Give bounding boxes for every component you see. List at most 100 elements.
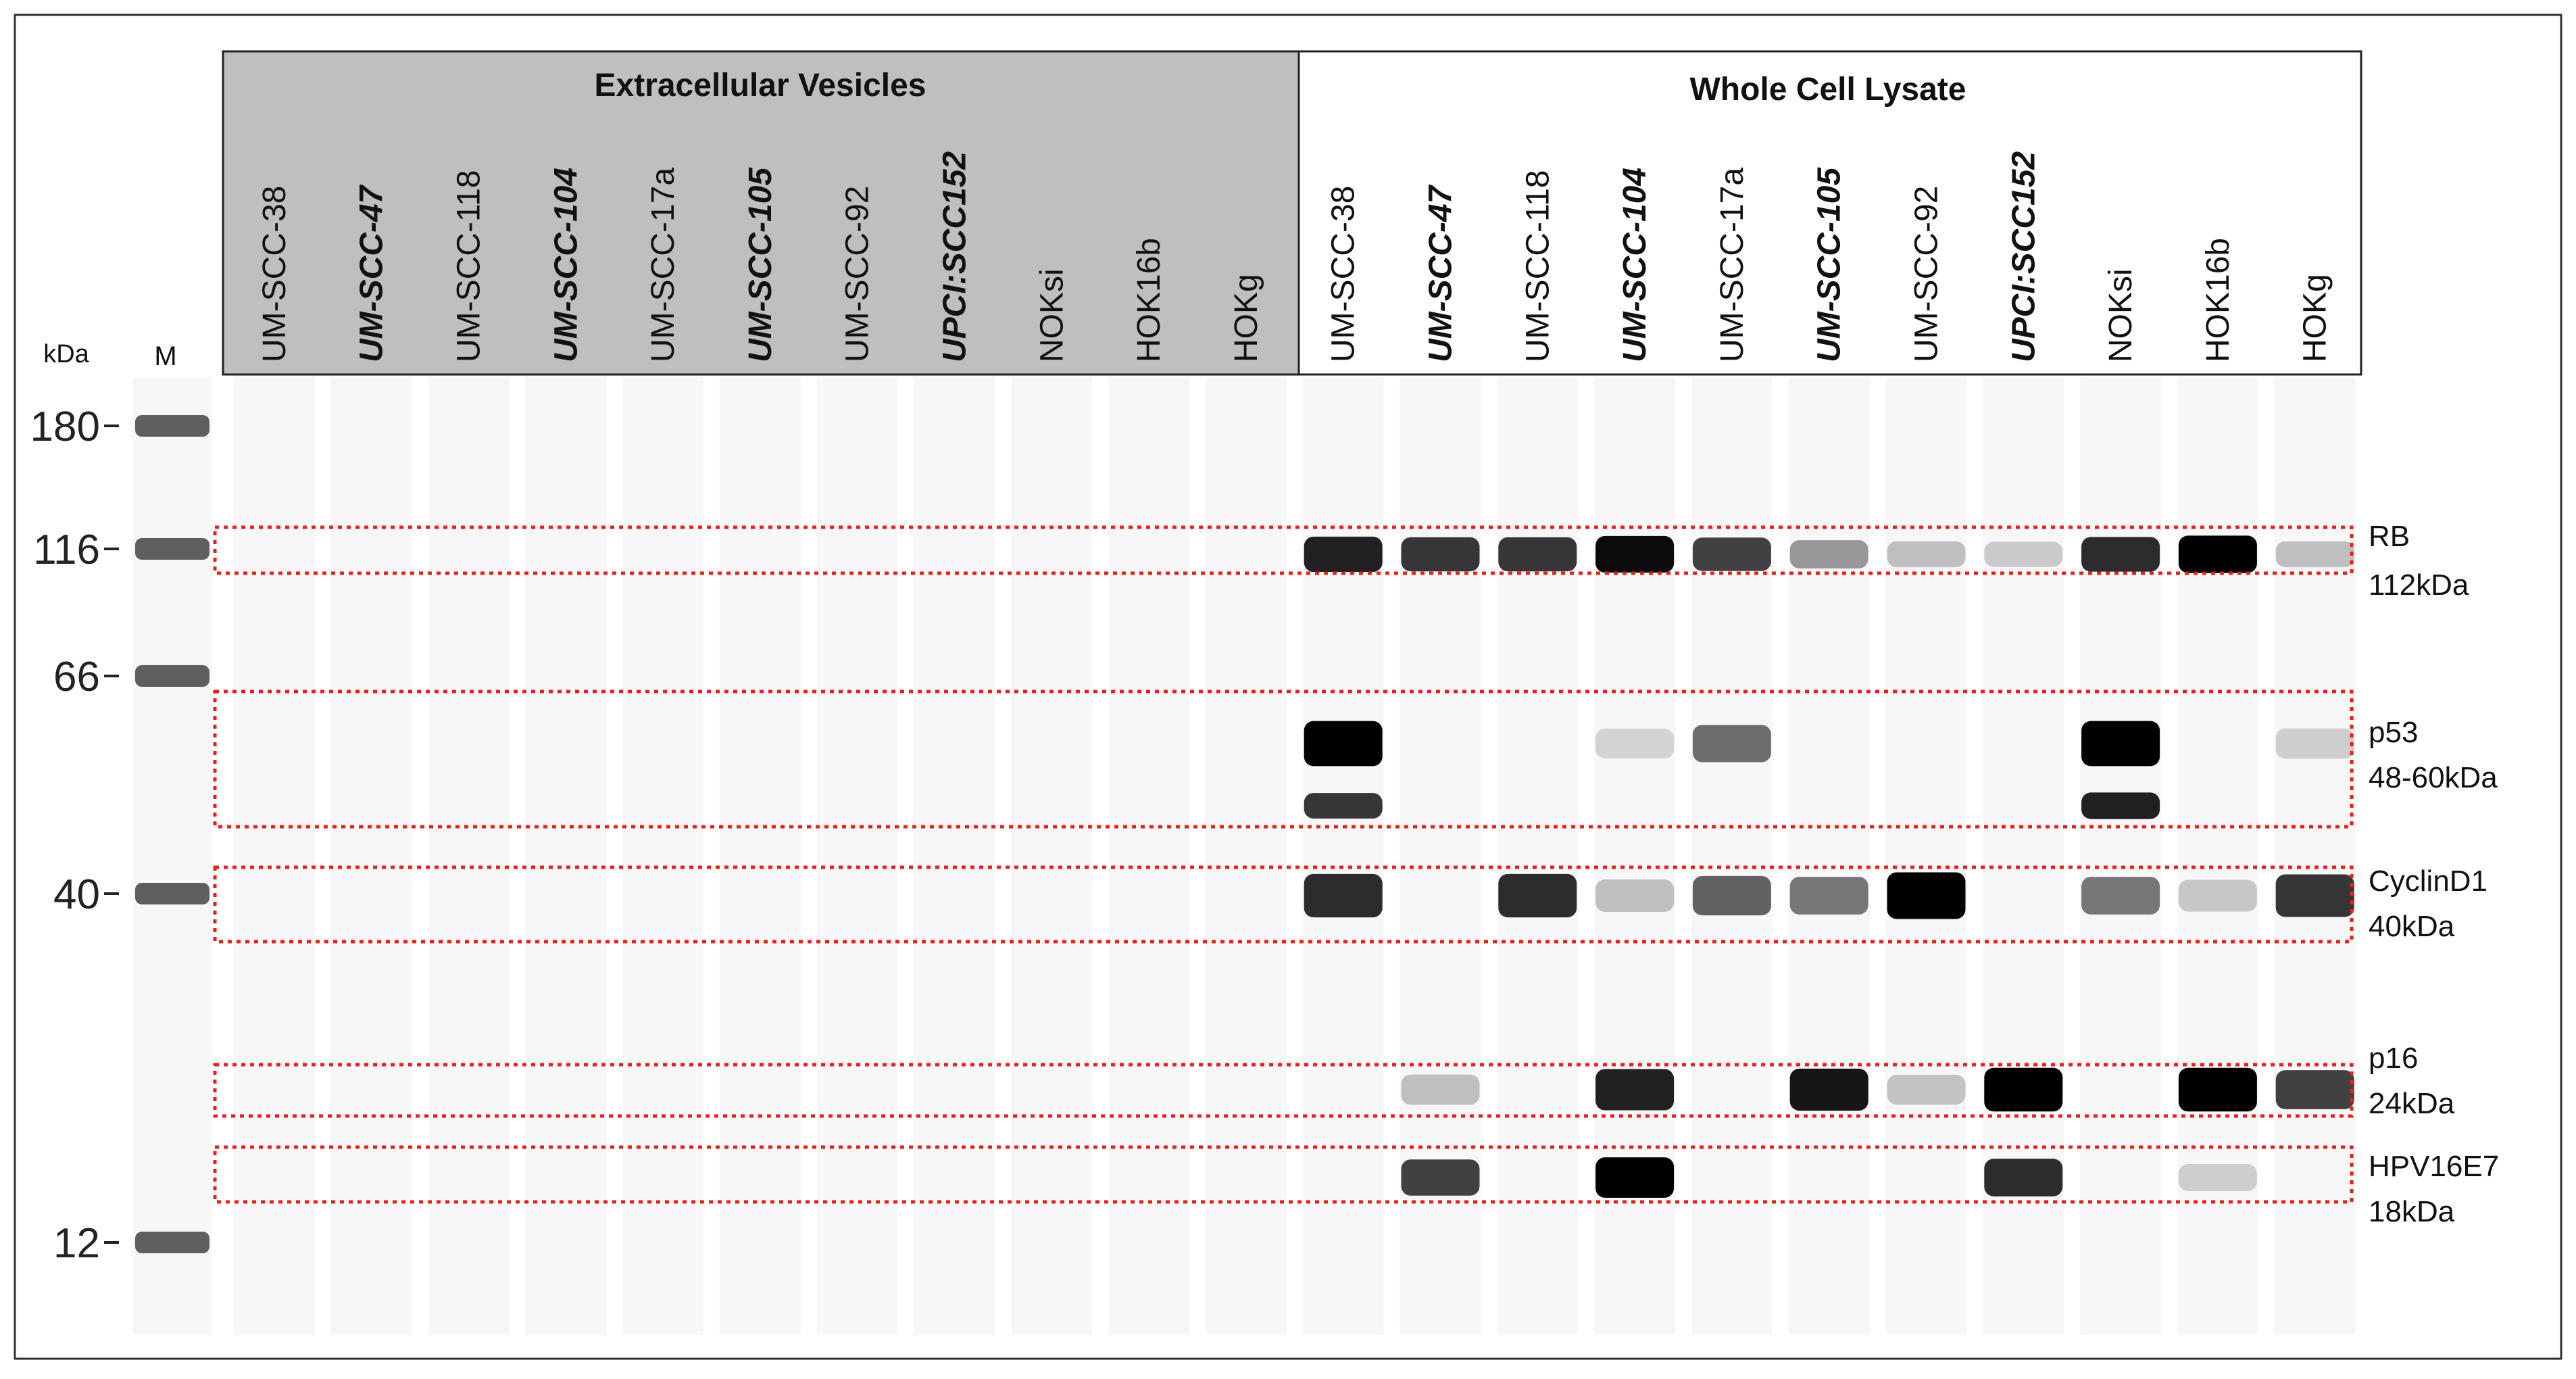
band xyxy=(1304,536,1383,573)
band xyxy=(1498,537,1577,572)
band xyxy=(1887,1074,1966,1105)
lane-background xyxy=(1691,377,1773,1335)
lane-label: UM-SCC-118 xyxy=(451,170,487,362)
lane-label: UM-SCC-118 xyxy=(1520,170,1556,362)
band xyxy=(2081,877,2160,915)
lane-background xyxy=(233,377,315,1335)
lane-label: UM-SCC-47 xyxy=(1423,184,1459,362)
band xyxy=(2178,535,2257,573)
band xyxy=(1789,540,1868,568)
band xyxy=(1401,537,1480,572)
band xyxy=(1401,1074,1480,1105)
band xyxy=(1789,1068,1868,1111)
marker-band xyxy=(135,415,209,437)
lane-background xyxy=(914,377,995,1335)
lane-background xyxy=(525,377,607,1335)
band xyxy=(1692,875,1771,916)
band xyxy=(1401,1159,1480,1196)
marker-band xyxy=(135,538,209,560)
lane-label: UM-SCC-92 xyxy=(1909,186,1945,362)
band xyxy=(1304,873,1383,918)
protein-name-label: p53 xyxy=(2369,716,2418,749)
lane-background xyxy=(1788,377,1870,1335)
band xyxy=(1984,1067,2063,1112)
marker-band xyxy=(135,883,209,904)
band xyxy=(1595,1157,1675,1198)
group-title-whole-cell-lysate: Whole Cell Lysate xyxy=(1690,72,1966,107)
header-extracellular-vesicles-panel xyxy=(222,50,1300,376)
lane-background xyxy=(1011,377,1093,1335)
protein-size-label: 40kDa xyxy=(2369,910,2455,943)
lane-background xyxy=(622,377,704,1335)
lane-label: HOKg xyxy=(1229,274,1264,362)
lane-background xyxy=(1205,377,1287,1335)
highlight-box xyxy=(213,690,2354,829)
lane-label: UM-SCC-38 xyxy=(1326,186,1362,362)
lane-background xyxy=(816,377,898,1335)
lane-label: UM-SCC-105 xyxy=(1812,167,1848,362)
protein-name-label: HPV16E7 xyxy=(2369,1150,2499,1183)
lane-label: UM-SCC-17a xyxy=(645,168,681,362)
marker-labels: kDa M 180 116 66 40 12 xyxy=(30,340,177,1267)
lane-label: UPCI:SCC152 xyxy=(937,151,973,362)
band xyxy=(1692,537,1771,571)
highlight-boxes xyxy=(213,525,2354,1204)
marker-tick-label: 40 xyxy=(53,871,100,918)
lane-background xyxy=(2177,377,2258,1335)
band-layer xyxy=(1304,535,2354,1198)
band xyxy=(2081,537,2160,572)
band xyxy=(2178,879,2257,912)
band xyxy=(1984,1159,2063,1196)
lane-label: NOKsi xyxy=(2103,268,2139,362)
lane-label: HOK16b xyxy=(2200,238,2236,362)
marker-band xyxy=(135,665,209,687)
marker-band xyxy=(135,1232,209,1253)
lane-label: UM-SCC-38 xyxy=(257,186,293,362)
lane-label: UM-SCC-92 xyxy=(840,186,876,362)
protein-name-label: p16 xyxy=(2369,1042,2418,1075)
marker-tick-label: 180 xyxy=(30,404,100,450)
marker-lane xyxy=(135,415,209,1253)
band xyxy=(1887,872,1966,919)
lane-label: UM-SCC-17a xyxy=(1714,168,1750,362)
group-title-extracellular-vesicles: Extracellular Vesicles xyxy=(594,68,926,103)
lane-label: UM-SCC-104 xyxy=(1617,168,1653,362)
marker-tick-label: 116 xyxy=(33,527,100,573)
band xyxy=(1595,879,1675,912)
band xyxy=(2081,721,2160,767)
band xyxy=(2081,792,2160,819)
band xyxy=(2275,874,2354,917)
band xyxy=(1789,877,1868,915)
lane-background xyxy=(2274,377,2356,1335)
lane-background xyxy=(1302,377,1384,1335)
highlight-box xyxy=(213,1063,2354,1118)
lane-background xyxy=(1497,377,1579,1335)
protein-size-label: 24kDa xyxy=(2369,1087,2455,1120)
highlight-box xyxy=(213,1145,2354,1204)
protein-labels: RB 112kDa p53 48-60kDa CyclinD1 40kDa p16 24kDa… xyxy=(2369,520,2499,1228)
protein-size-label: 18kDa xyxy=(2369,1195,2455,1228)
lane-label: HOK16b xyxy=(1131,238,1167,362)
lane-background xyxy=(428,377,510,1335)
kda-axis-label: kDa xyxy=(43,340,89,368)
highlight-box xyxy=(213,865,2354,944)
lane-label: UM-SCC-105 xyxy=(743,167,778,362)
protein-name-label: CyclinD1 xyxy=(2369,865,2487,898)
lane-background xyxy=(719,377,801,1335)
protein-size-label: 112kDa xyxy=(2369,568,2469,602)
band xyxy=(2178,1163,2257,1192)
band xyxy=(1304,793,1383,819)
marker-lane-label: M xyxy=(154,341,176,371)
lane-background xyxy=(2080,377,2162,1335)
lane-label: HOKg xyxy=(2298,274,2333,362)
header-whole-cell-lysate-panel xyxy=(1297,50,2362,376)
protein-name-label: RB xyxy=(2369,520,2410,553)
band xyxy=(1304,721,1383,767)
lane-label: NOKsi xyxy=(1034,268,1070,362)
lane-background xyxy=(330,377,412,1335)
lane-background xyxy=(1108,377,1190,1335)
band xyxy=(2275,728,2354,759)
lane-header: Extracellular Vesicles Whole Cell Lysate… xyxy=(222,50,2362,376)
band xyxy=(1595,535,1675,573)
band xyxy=(1595,728,1675,759)
